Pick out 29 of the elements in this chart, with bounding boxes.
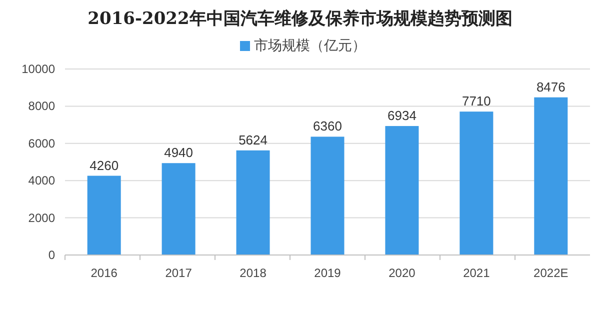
bar bbox=[534, 97, 568, 255]
x-tick-label: 2016 bbox=[90, 266, 118, 280]
x-tick-label: 2020 bbox=[388, 266, 416, 280]
x-tick-label: 2021 bbox=[463, 266, 490, 280]
x-tick-label: 2019 bbox=[314, 266, 342, 280]
x-tick-label: 2022E bbox=[534, 266, 568, 280]
y-tick-label: 0 bbox=[48, 248, 56, 262]
bar bbox=[385, 126, 419, 255]
x-tick-label: 2017 bbox=[165, 266, 192, 280]
x-tick-label: 2018 bbox=[240, 266, 267, 280]
y-tick-label: 4000 bbox=[28, 174, 56, 188]
bar bbox=[310, 136, 344, 255]
data-label: 6934 bbox=[388, 108, 416, 124]
y-tick-label: 10000 bbox=[22, 62, 56, 76]
data-label: 4260 bbox=[90, 158, 119, 173]
y-tick-label: 6000 bbox=[28, 136, 56, 150]
bar bbox=[236, 150, 270, 255]
data-label: 6360 bbox=[313, 118, 342, 134]
bar bbox=[87, 176, 121, 255]
bar bbox=[460, 112, 494, 255]
legend-label: 市场规模（亿元） bbox=[254, 37, 366, 53]
bar bbox=[162, 163, 196, 255]
data-label: 8476 bbox=[536, 79, 566, 94]
y-tick-label: 8000 bbox=[28, 99, 56, 114]
data-label: 5624 bbox=[238, 132, 268, 148]
y-tick-label: 2000 bbox=[28, 210, 56, 225]
chart-title: 2016-2022年中国汽车维修及保养市场规模趋势预测图 bbox=[88, 9, 512, 29]
data-label: 7710 bbox=[462, 94, 491, 109]
data-label: 4940 bbox=[164, 145, 194, 160]
